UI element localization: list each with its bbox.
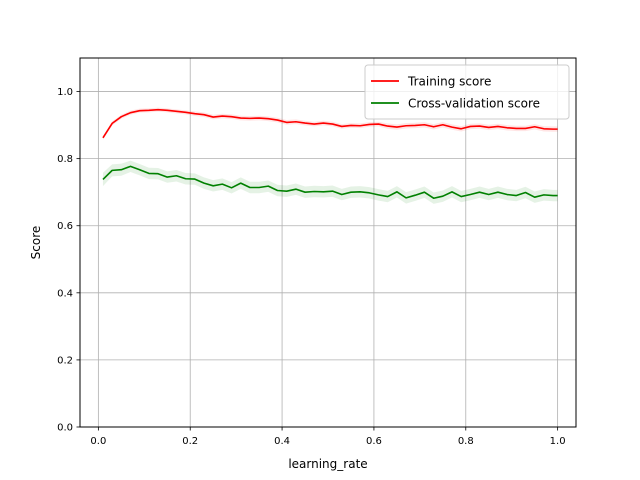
y-tick-label: 0.6 [57, 221, 73, 232]
series-line-1 [102, 108, 558, 139]
y-tick-label: 0.0 [57, 423, 73, 434]
grid [80, 58, 576, 428]
series-lines [102, 108, 558, 200]
x-tick-label: 1.0 [550, 436, 566, 447]
std-band-series-2 [102, 160, 558, 204]
plot-frame [79, 57, 577, 428]
y-tick-label: 0.2 [57, 355, 73, 366]
series-line-2 [102, 165, 558, 200]
legend-label-series-1: Training score [407, 75, 491, 89]
y-tick-label: 0.4 [57, 288, 73, 299]
y-axis-label: Score [29, 226, 43, 260]
x-tick-label: 0.4 [274, 436, 290, 447]
x-tick-label: 0.8 [458, 436, 474, 447]
legend-label-series-2: Cross-validation score [408, 97, 540, 111]
x-tick-label: 0.0 [90, 436, 106, 447]
axis-ticks: 0.0 0.2 0.4 0.6 0.8 1.0 0.0 0.2 0.4 0.6 0.8 1.0 [57, 87, 565, 447]
y-tick-label: 0.8 [57, 154, 73, 165]
legend: Training score Cross-validation score [364, 64, 570, 120]
legend-box [364, 64, 570, 120]
x-axis-label: learning_rate [288, 457, 367, 471]
x-tick-label: 0.6 [366, 436, 382, 447]
x-tick-label: 0.2 [182, 436, 198, 447]
y-tick-label: 1.0 [57, 87, 73, 98]
